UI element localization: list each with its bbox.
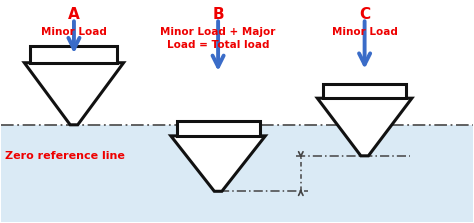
Polygon shape: [30, 46, 118, 63]
Text: Minor Load: Minor Load: [41, 27, 107, 37]
Text: A: A: [68, 7, 80, 22]
Text: Minor Load + Major
Load = Total load: Minor Load + Major Load = Total load: [160, 27, 276, 50]
Bar: [0, 125, 474, 222]
Polygon shape: [323, 84, 406, 98]
Text: Minor Load: Minor Load: [332, 27, 398, 37]
Polygon shape: [318, 98, 412, 156]
Text: B: B: [212, 7, 224, 22]
Polygon shape: [171, 136, 265, 191]
Polygon shape: [24, 63, 124, 125]
Text: Zero reference line: Zero reference line: [5, 151, 125, 161]
Text: C: C: [359, 7, 370, 22]
Polygon shape: [176, 122, 260, 136]
